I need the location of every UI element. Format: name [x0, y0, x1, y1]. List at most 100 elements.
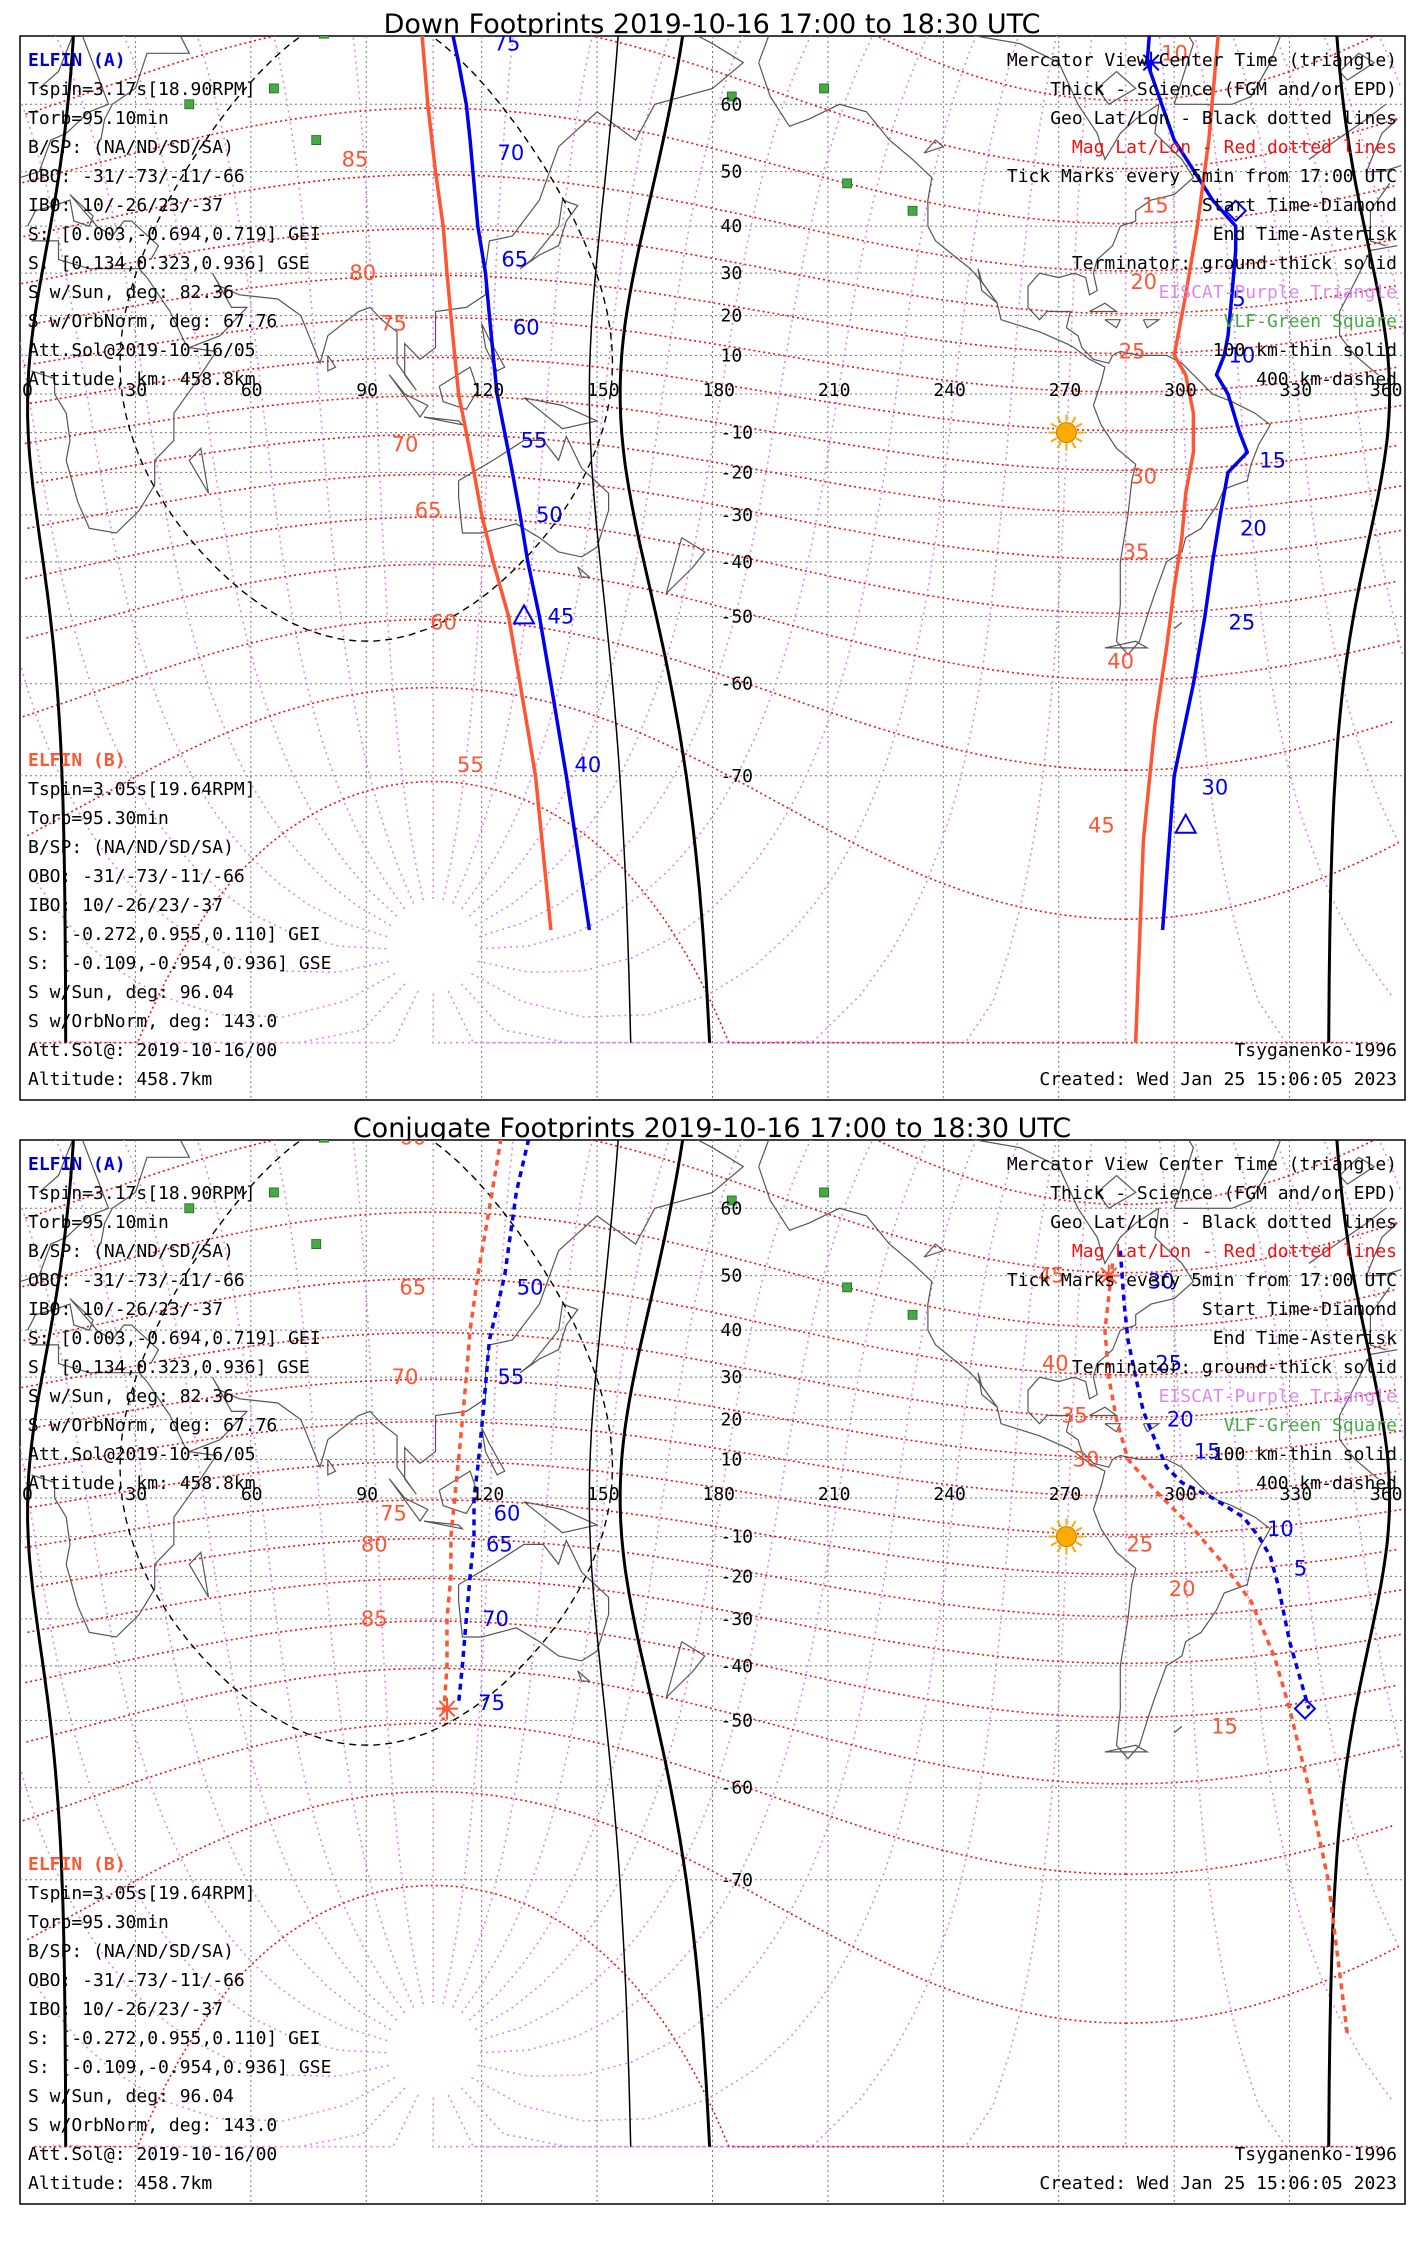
coastline	[923, 139, 945, 154]
mag-meridian	[461, 1140, 670, 2014]
center-time-triangle-icon	[1174, 812, 1198, 834]
coastline	[758, 1140, 1272, 1760]
longitude-tick-label: 330	[1280, 380, 1313, 401]
vlf-station-icon	[842, 1282, 853, 1293]
mag-meridian	[442, 36, 515, 901]
legend-entry: 100 km-thin solid	[1213, 340, 1397, 361]
legend-entry: Tick Marks every 5min from 17:00 UTC	[1007, 166, 1397, 187]
coastline	[1089, 302, 1119, 313]
coastline	[1173, 1725, 1183, 1734]
terminator-400km	[119, 1140, 614, 1746]
elfin-a-line: Torb=95.10min	[28, 1212, 169, 1233]
terminator-ground	[26, 1140, 75, 2147]
coastline	[977, 1372, 998, 1408]
mag-meridian	[72, 2094, 419, 2148]
vlf-station-icon	[184, 99, 195, 110]
elfin-b-line: B/SP: (NA/ND/SD/SA)	[28, 1941, 234, 1962]
sun-ray	[1075, 437, 1083, 443]
elfin-b-track	[420, 36, 553, 931]
longitude-tick-label: 240	[933, 1484, 966, 1505]
mag-parallel	[1125, 1429, 1403, 1459]
legend-entry: Mercator View Center Time (triangle)	[1007, 50, 1397, 71]
elfin-a-line: S: [0.134,0.323,0.936] GSE	[28, 253, 310, 274]
longitude-tick-label: 90	[356, 1484, 378, 1505]
vlf-station-icon	[319, 1140, 329, 1143]
conjugate-footprints-panel: Conjugate Footprints 2019-10-16 17:00 to…	[19, 1113, 1406, 2205]
sun-ray	[1056, 1520, 1062, 1528]
sun-ray	[1075, 1541, 1083, 1547]
mag-parallel	[23, 1420, 1126, 1497]
terminator-ground	[1327, 1140, 1392, 2147]
terminator-100km	[588, 1140, 632, 2147]
elfin-b-line: S: [-0.109,-0.954,0.936] GSE	[28, 953, 331, 974]
tick-mark-label: 75	[380, 312, 407, 336]
coastline	[1369, 1287, 1391, 1351]
coastline	[1104, 1744, 1150, 1753]
legend-entry: End Time-Asterisk	[1213, 224, 1397, 245]
longitude-tick-label: 90	[356, 380, 378, 401]
mag-meridian	[196, 1140, 406, 2014]
longitude-tick-label: 60	[241, 380, 263, 401]
elfin-b-line: IBO: 10/-26/23/-37	[28, 1999, 223, 2020]
mag-parallel	[1125, 1470, 1398, 1497]
terminator-ground	[1327, 36, 1392, 1043]
legend: Mercator View Center Time (triangle) Thi…	[1007, 50, 1397, 1090]
mag-parallel	[1125, 580, 1399, 615]
latitude-tick-label: -60	[721, 674, 754, 695]
legend-entry: Mag Lat/Lon - Red dotted lines	[1072, 137, 1397, 158]
latitude-tick-label: 10	[721, 345, 743, 366]
longitude-tick-label: 210	[818, 380, 851, 401]
coastlines	[20, 1140, 1402, 1760]
vlf-station-icon	[311, 135, 322, 145]
legend-entry: EISCAT-Purple Triangle	[1159, 1386, 1397, 1407]
mag-parallel	[1125, 529, 1401, 561]
coastline	[1365, 1222, 1398, 1276]
tick-mark-label: 10	[1161, 41, 1188, 65]
mag-meridian	[442, 1140, 515, 2005]
tick-mark-label: 60	[399, 1126, 426, 1150]
longitude-tick-label: 0	[22, 1484, 33, 1505]
mag-meridian	[452, 1140, 594, 2008]
panel-title: Down Footprints 2019-10-16 17:00 to 18:3…	[384, 9, 1041, 40]
geo-grid	[20, 36, 1405, 1100]
latitude-tick-label: 30	[721, 1367, 743, 1388]
coastline	[519, 199, 579, 270]
terminator-and-fov	[26, 36, 1392, 1043]
mag-meridian	[452, 36, 594, 904]
coastline	[1308, 103, 1387, 160]
legend-entry: EISCAT-Purple Triangle	[1159, 282, 1397, 303]
elfin-a-line: IBO: 10/-26/23/-37	[28, 1299, 223, 1320]
coastline	[1339, 1156, 1376, 1185]
latitude-tick-label: -70	[721, 766, 754, 787]
coastline	[577, 1670, 591, 1682]
latitude-tick-label: 30	[721, 263, 743, 284]
coastline	[1096, 70, 1137, 106]
coastline	[327, 355, 337, 372]
down-footprints-panel: Down Footprints 2019-10-16 17:00 to 18:3…	[19, 0, 1406, 1101]
coastline	[758, 36, 1272, 656]
longitude-tick-label: 270	[1049, 380, 1082, 401]
mag-parallel	[1125, 1342, 1398, 1376]
mag-meridian	[273, 1140, 415, 2008]
elfin-a-line: Att.Sol@2019-10-16/05	[28, 1444, 256, 1465]
longitude-tick-label: 270	[1049, 1484, 1082, 1505]
sun-ray	[1071, 416, 1077, 424]
sun-icon	[1055, 1526, 1077, 1548]
elfin-a-name: ELFIN (A)	[28, 50, 126, 71]
tick-mark-label: 20	[1167, 1408, 1194, 1432]
vlf-station-icon	[269, 1187, 279, 1198]
coastline	[27, 1298, 160, 1364]
elfin-a-line: Tspin=3.17s[18.90RPM]	[28, 79, 256, 100]
vlf-station-icon	[907, 205, 918, 216]
coastline	[232, 0, 282, 12]
coastlines	[20, 0, 1402, 656]
legend-entry: Geo Lat/Lon - Black dotted lines	[1050, 108, 1397, 129]
elfin-a-track	[1145, 36, 1250, 931]
coastline	[481, 323, 506, 372]
coastline	[577, 566, 591, 578]
tick-mark-label: 85	[342, 147, 369, 171]
vlf-station-icon	[819, 1187, 829, 1198]
elfin-b-line: Altitude: 458.7km	[28, 2173, 212, 2194]
coastline	[1366, 1269, 1402, 1277]
coastline	[977, 268, 998, 304]
